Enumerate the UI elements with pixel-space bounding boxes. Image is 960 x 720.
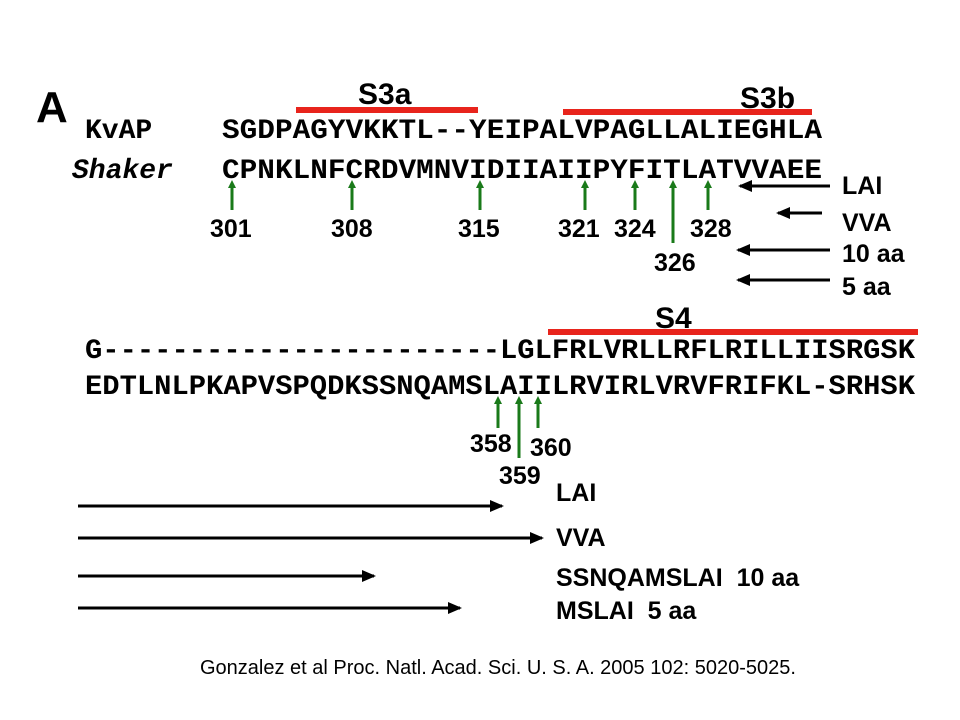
construct-label: 5 aa <box>842 273 892 301</box>
construct-arrows <box>736 180 830 286</box>
sequence: EDTLNLPKAPVSPQDKSSNQAMSLAIILRVIRLVRVFRIF… <box>85 372 915 403</box>
seq-name: Shaker <box>72 156 173 187</box>
residue-label: 360 <box>530 434 572 462</box>
residue-label: 321 <box>558 215 600 243</box>
construct-label: LAI <box>842 172 882 200</box>
residue-label: 358 <box>470 430 512 458</box>
residue-arrows <box>494 396 542 458</box>
construct-label: MSLAI 5 aa <box>556 597 697 625</box>
segment-label: S4 <box>655 302 692 335</box>
residue-label: 315 <box>458 215 500 243</box>
sequence: CPNKLNFCRDVMNVIDIIAIIPYFITLATVVAEE <box>222 156 822 187</box>
residue-label: 324 <box>614 215 656 243</box>
citation: Gonzalez et al Proc. Natl. Acad. Sci. U.… <box>200 657 796 679</box>
residue-label: 328 <box>690 215 732 243</box>
sequence: SGDPAGYVKKTL--YEIPALVPAGLLALIEGHLA <box>222 116 822 147</box>
segment-label: S3a <box>358 78 412 111</box>
sequence: G-----------------------LGLFRLVRLLRFLRIL… <box>85 336 915 367</box>
construct-label: VVA <box>842 209 892 237</box>
construct-label: SSNQAMSLAI 10 aa <box>556 564 800 592</box>
residue-arrows <box>228 180 712 243</box>
residue-label: 326 <box>654 249 696 277</box>
construct-arrows <box>78 500 544 614</box>
segment-label: S3b <box>740 82 795 115</box>
panel-label: A <box>36 83 68 132</box>
construct-label: VVA <box>556 524 606 552</box>
residue-label: 301 <box>210 215 252 243</box>
seq-name: KvAP <box>85 116 152 147</box>
residue-label: 308 <box>331 215 373 243</box>
construct-label: LAI <box>556 479 596 507</box>
construct-label: 10 aa <box>842 240 906 268</box>
residue-label: 359 <box>499 462 541 490</box>
